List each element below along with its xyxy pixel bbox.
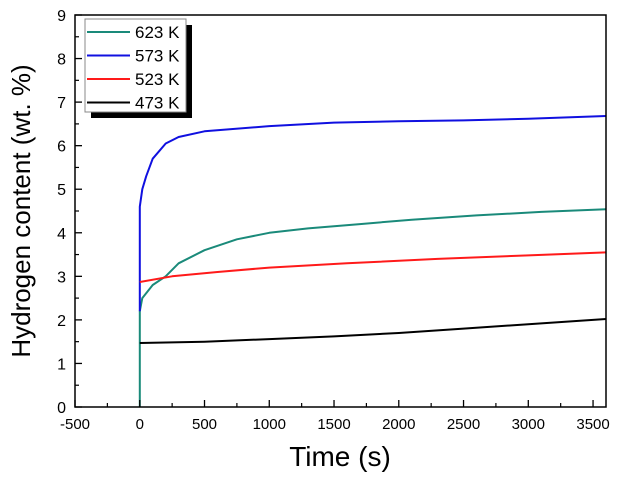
series-line-523k <box>139 251 607 283</box>
y-tick-label: 2 <box>57 313 66 330</box>
y-tick-label: 5 <box>57 182 66 199</box>
x-tick-label: 1000 <box>253 416 286 433</box>
series-line-623k <box>138 208 607 407</box>
x-tick-label: 2500 <box>447 416 480 433</box>
x-tick-label: 2000 <box>382 416 415 433</box>
x-tick-label: 3000 <box>512 416 545 433</box>
x-tick-label: -500 <box>60 416 90 433</box>
x-tick-label: 3500 <box>576 416 609 433</box>
legend-label: 523 K <box>135 70 180 89</box>
x-tick-label: 0 <box>136 416 144 433</box>
y-tick-label: 4 <box>57 226 66 243</box>
y-tick-label: 9 <box>57 8 66 25</box>
x-tick-label: 1500 <box>317 416 350 433</box>
y-tick-label: 6 <box>57 139 66 156</box>
y-tick-label: 1 <box>57 356 66 373</box>
legend-label: 623 K <box>135 23 180 42</box>
series-line-573k <box>138 115 607 312</box>
y-axis-label: Hydrogen content (wt. %) <box>6 64 36 357</box>
legend-label: 573 K <box>135 47 180 66</box>
x-axis-label: Time (s) <box>289 441 391 472</box>
y-tick-label: 0 <box>57 400 66 417</box>
series-layer <box>138 115 607 407</box>
series-line-473k <box>139 318 607 344</box>
x-tick-label: 500 <box>192 416 217 433</box>
legend-box <box>84 18 187 113</box>
ticks-layer: -500 0 500 1000 1500 2000 2500 3000 350001234567… <box>57 8 610 433</box>
y-tick-label: 8 <box>57 52 66 69</box>
y-tick-label: 7 <box>57 95 66 112</box>
y-tick-label: 3 <box>57 269 66 286</box>
legend-label: 473 K <box>135 94 180 113</box>
legend: 623 K 573 K 523 K 473 K <box>84 18 192 118</box>
